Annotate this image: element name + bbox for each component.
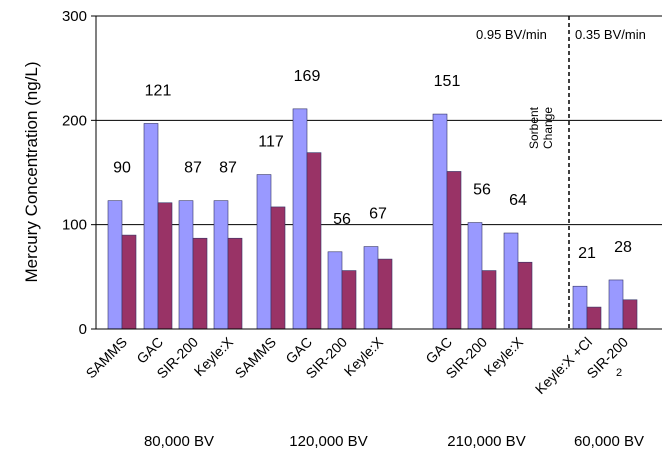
bar-s1-1 bbox=[157, 202, 173, 330]
grid-lines bbox=[96, 15, 662, 226]
y-tick-label-3: 300 bbox=[62, 8, 87, 25]
bar-s1-8 bbox=[446, 171, 462, 330]
bar-s0-8 bbox=[432, 113, 448, 330]
data-label-0: 90 bbox=[113, 160, 131, 177]
bar-s0-2 bbox=[178, 200, 194, 330]
bar-s1-3 bbox=[227, 237, 243, 330]
data-label-10: 64 bbox=[509, 192, 527, 209]
x-tick-superscript: 2 bbox=[616, 367, 622, 379]
data-label-12: 28 bbox=[614, 239, 632, 256]
sorbent-change-line-1: Sorbent bbox=[527, 106, 541, 149]
x-tick-label-3: Keyle:X bbox=[191, 333, 237, 379]
bar-s0-6 bbox=[327, 251, 343, 330]
y-tick-label-2: 200 bbox=[62, 112, 87, 129]
data-label-4: 117 bbox=[258, 134, 284, 151]
sorbent-change-note: Sorbent Change bbox=[527, 106, 555, 149]
group-label-0: 80,000 BV bbox=[144, 433, 214, 450]
data-label-1: 121 bbox=[145, 82, 172, 99]
bar-s0-0 bbox=[107, 200, 123, 330]
bar-s1-5 bbox=[306, 152, 322, 330]
group-label-1: 120,000 BV bbox=[289, 433, 367, 450]
rate-label-right: 0.35 BV/min bbox=[575, 27, 646, 42]
bar-s0-12 bbox=[608, 279, 624, 330]
axes: 0 100 200 300 bbox=[62, 8, 662, 338]
bar-s1-6 bbox=[341, 270, 357, 330]
bar-s1-7 bbox=[377, 258, 393, 330]
bar-s0-7 bbox=[363, 246, 379, 330]
x-tick-label-10: Keyle:X bbox=[481, 333, 527, 379]
data-label-3: 87 bbox=[219, 160, 237, 177]
bar-s1-12 bbox=[622, 299, 638, 330]
bar-s0-3 bbox=[213, 200, 229, 330]
y-axis-title: Mercury Concentration (ng/L) bbox=[22, 61, 41, 282]
bar-s1-11 bbox=[586, 306, 602, 330]
bar-s0-4 bbox=[256, 174, 272, 330]
bars bbox=[107, 108, 638, 330]
sorbent-change-line-2: Change bbox=[541, 107, 555, 149]
group-label-2: 210,000 BV bbox=[447, 433, 525, 450]
x-tick-label-11: Keyle:X +Cl bbox=[532, 334, 595, 397]
data-label-8: 151 bbox=[434, 73, 461, 90]
group-label-3: 60,000 BV bbox=[574, 433, 644, 450]
y-tick-label-1: 100 bbox=[62, 217, 87, 234]
bar-s0-5 bbox=[292, 108, 308, 330]
data-label-9: 56 bbox=[473, 182, 491, 199]
rate-label-left: 0.95 BV/min bbox=[476, 27, 547, 42]
bar-s1-4 bbox=[270, 206, 286, 330]
data-label-5: 169 bbox=[294, 68, 321, 85]
bar-s0-10 bbox=[503, 232, 519, 330]
y-tick-label-0: 0 bbox=[79, 321, 87, 338]
bar-s1-0 bbox=[121, 234, 137, 330]
data-labels: 90 121 87 87 117 169 56 67 151 56 64 21 28 bbox=[113, 68, 632, 262]
x-tick-label-0: SAMMS bbox=[83, 334, 131, 382]
bar-s0-1 bbox=[143, 123, 159, 330]
x-tick-label-7: Keyle:X bbox=[341, 333, 387, 379]
data-label-2: 87 bbox=[184, 160, 202, 177]
bar-s0-11 bbox=[572, 285, 588, 330]
data-label-7: 67 bbox=[369, 206, 387, 223]
bar-s1-2 bbox=[192, 237, 208, 330]
x-tick-label-4: SAMMS bbox=[232, 334, 280, 382]
data-label-11: 21 bbox=[578, 245, 596, 262]
data-label-6: 56 bbox=[333, 211, 351, 228]
bar-s1-10 bbox=[517, 261, 533, 330]
group-labels: 80,000 BV 120,000 BV 210,000 BV 60,000 BV bbox=[144, 433, 644, 450]
bar-s0-9 bbox=[467, 222, 483, 330]
bar-s1-9 bbox=[481, 270, 497, 330]
